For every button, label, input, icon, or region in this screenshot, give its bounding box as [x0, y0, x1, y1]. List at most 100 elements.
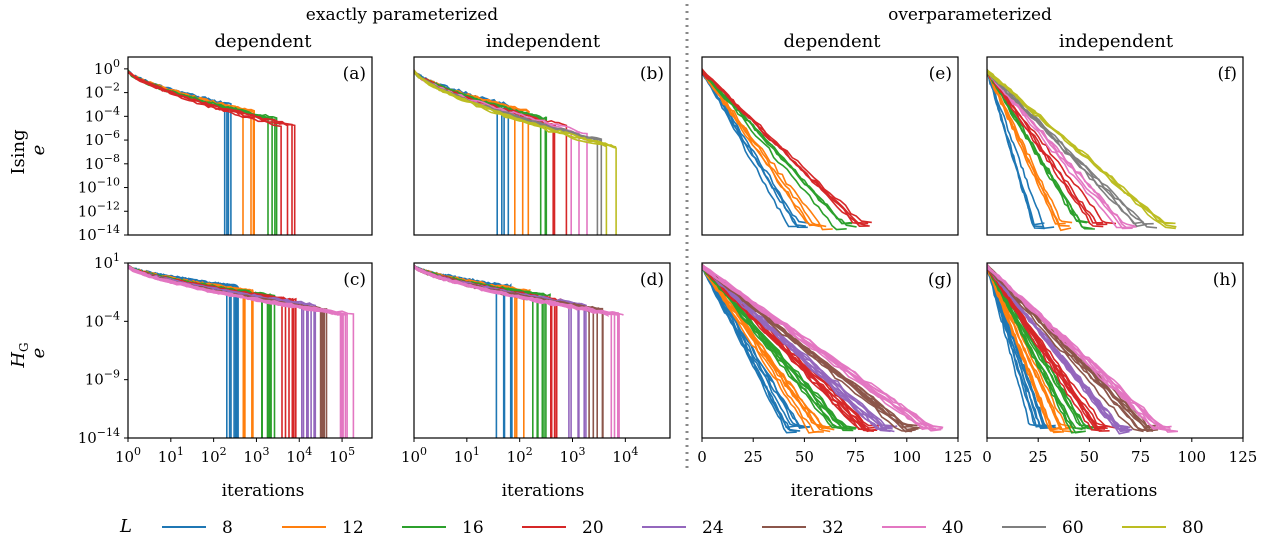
group-header-over: overparameterized: [888, 5, 1052, 25]
legend-label-L60: 60: [1062, 518, 1084, 538]
legend-label-L24: 24: [702, 518, 724, 538]
column-header-1: dependent: [215, 31, 313, 52]
series-line-L60: [987, 71, 1158, 229]
series-line-L20: [128, 71, 296, 235]
y-tick-label: 10−14: [78, 426, 120, 447]
series-line-L40: [414, 265, 613, 438]
series-line-L16: [987, 268, 1086, 430]
series-line-L8: [414, 265, 505, 438]
series-line-L12: [702, 264, 824, 433]
y-tick-label: 10−10: [78, 176, 120, 197]
series-line-L20: [987, 70, 1117, 225]
series-group: [414, 69, 617, 235]
panel-b: (b): [413, 56, 671, 236]
x-label-2: iterations: [502, 481, 585, 501]
column-header-4: independent: [1059, 31, 1174, 52]
legend: L 8 12 16 20 24 32 40 60 80: [119, 516, 1204, 538]
x-tick-label: 105: [329, 445, 355, 466]
x-tick-label: 100: [892, 448, 921, 466]
x-tick-label: 25: [744, 448, 763, 466]
x-tick-label: 103: [243, 445, 269, 466]
series-line-L8: [987, 72, 1055, 230]
panel-label: (b): [640, 64, 664, 84]
series-group: [702, 263, 944, 434]
x-tick-label: 75: [846, 448, 865, 466]
legend-label-L12: 12: [342, 518, 364, 538]
x-tick-label: 102: [507, 445, 533, 466]
series-line-L8: [987, 266, 1041, 428]
series-line-L8: [702, 264, 807, 428]
x-tick-label: 75: [1131, 448, 1150, 466]
legend-label-L40: 40: [942, 518, 964, 538]
series-line-L24: [987, 267, 1130, 435]
series-line-L20: [702, 72, 870, 228]
y-axis-symbol-top: e: [28, 145, 49, 156]
panel-label: (h): [1213, 270, 1237, 290]
x-tick-label: 100: [401, 445, 427, 466]
series-line-L24: [702, 265, 891, 433]
panel-h: (h) 0 25 50 75 100 125: [982, 262, 1258, 466]
series-line-L40: [414, 69, 572, 235]
series-line-L16: [414, 70, 548, 235]
x-tick-label: 100: [1177, 448, 1206, 466]
series-line-L8: [987, 70, 1045, 230]
series-line-L40: [128, 266, 344, 438]
series-line-L8: [414, 266, 498, 438]
panel-label: (e): [929, 64, 952, 84]
y-tick-label: 10−2: [85, 81, 120, 102]
series-group: [128, 69, 296, 235]
legend-label-L20: 20: [582, 518, 604, 538]
column-header-2: independent: [486, 31, 601, 52]
series-line-L12: [987, 267, 1071, 431]
panel-frame: [127, 56, 373, 236]
series-line-L40: [702, 264, 943, 431]
panel-g: (g) 0 25 50 75 100 125: [697, 262, 972, 466]
x-tick-label: 104: [612, 445, 638, 466]
panel-label: (a): [343, 64, 366, 84]
series-line-L20: [987, 72, 1104, 228]
series-line-L40: [987, 71, 1127, 229]
series-line-L20: [702, 68, 872, 224]
x-tick-label: 25: [1029, 448, 1048, 466]
y-tick-label: 10−4: [85, 104, 120, 125]
series-line-L12: [702, 265, 833, 430]
series-group: [128, 264, 355, 438]
y-tick-label: 10−6: [85, 128, 120, 149]
series-line-L40: [702, 265, 935, 428]
panel-frame: [701, 56, 959, 236]
series-line-L16: [702, 265, 854, 429]
y-tick-label: 10−12: [78, 199, 120, 220]
legend-title: L: [119, 516, 132, 537]
series-line-L20: [414, 71, 568, 235]
series-group: [702, 68, 872, 231]
x-tick-label: 100: [115, 445, 141, 466]
x-tick-label: 101: [158, 445, 184, 466]
y-tick-label: 100: [94, 57, 120, 78]
legend-label-L16: 16: [462, 518, 484, 538]
panel-frame: [413, 262, 671, 439]
y-axis-symbol-bottom: e: [28, 348, 49, 359]
y-tick-label: 101: [94, 251, 120, 272]
series-group: [414, 264, 624, 438]
y-tick-label: 10−9: [85, 368, 120, 389]
row-label-ising: Ising: [8, 129, 29, 174]
x-tick-label: 125: [1229, 448, 1258, 466]
series-group: [987, 263, 1179, 435]
panel-label: (d): [640, 270, 664, 290]
series-line-L12: [414, 71, 530, 113]
series-line-L12: [987, 265, 1061, 433]
series-group: [987, 68, 1177, 232]
series-line-L20: [128, 70, 282, 235]
column-header-3: dependent: [784, 31, 882, 52]
y-tick-label: 10−8: [85, 152, 120, 173]
panel-label: (g): [928, 270, 952, 290]
x-label-4: iterations: [1075, 481, 1158, 501]
y-tick-label: 10−4: [85, 309, 120, 330]
series-line-L8: [702, 72, 799, 228]
x-tick-label: 50: [1080, 448, 1099, 466]
group-header-exact: exactly parameterized: [306, 5, 499, 25]
panel-f: (f): [986, 56, 1244, 236]
series-line-L60: [414, 70, 599, 235]
